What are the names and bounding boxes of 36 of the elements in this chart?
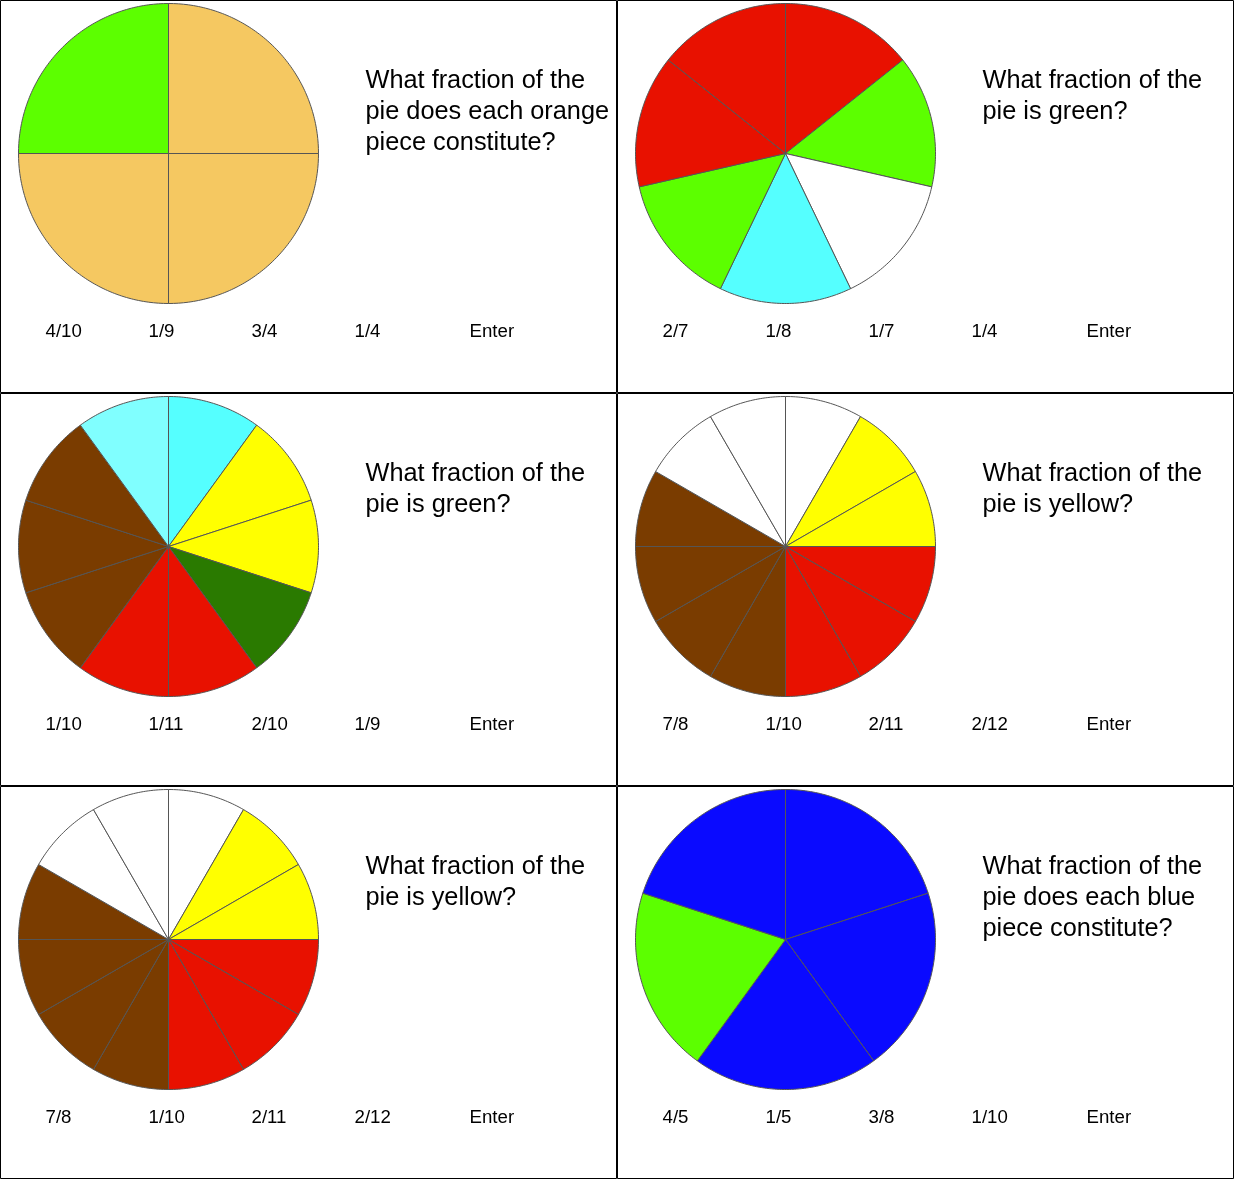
text: 1/4 [354,320,381,341]
text: 1/5 [765,1106,792,1127]
text: 1/11 [148,713,184,734]
text: Enter [1086,320,1132,341]
text: 1/9 [148,320,175,341]
text: 1/7 [868,320,895,341]
text: Enter [469,713,515,734]
text: What fraction of the pie is yellow? [365,850,586,910]
text: Enter [1086,1106,1132,1127]
text: 4/10 [45,320,82,341]
text: 2/11 [251,1106,287,1127]
text: What fraction of the pie does each orange piece constitute? [365,64,610,155]
text: 2/12 [354,1106,391,1127]
text: What fraction of the pie is green? [982,64,1203,124]
text: 3/4 [251,320,278,341]
text: 1/10 [765,713,802,734]
text: 1/9 [354,713,381,734]
text: What fraction of the pie is yellow? [982,457,1203,517]
text: 3/8 [868,1106,895,1127]
text: 2/11 [868,713,904,734]
text: Enter [469,320,515,341]
text: What fraction of the pie does each blue piece constitute? [982,850,1203,941]
text: 4/5 [662,1106,689,1127]
text: 2/10 [251,713,288,734]
text: 1/4 [971,320,998,341]
text: 2/7 [662,320,689,341]
text: 1/10 [971,1106,1008,1127]
text: 1/10 [45,713,82,734]
text: 7/8 [662,713,689,734]
text: Enter [1086,713,1132,734]
text: 7/8 [45,1106,72,1127]
text: 1/8 [765,320,792,341]
text: 1/10 [148,1106,185,1127]
text: Enter [469,1106,515,1127]
text: 2/12 [971,713,1008,734]
text: What fraction of the pie is green? [365,457,586,517]
